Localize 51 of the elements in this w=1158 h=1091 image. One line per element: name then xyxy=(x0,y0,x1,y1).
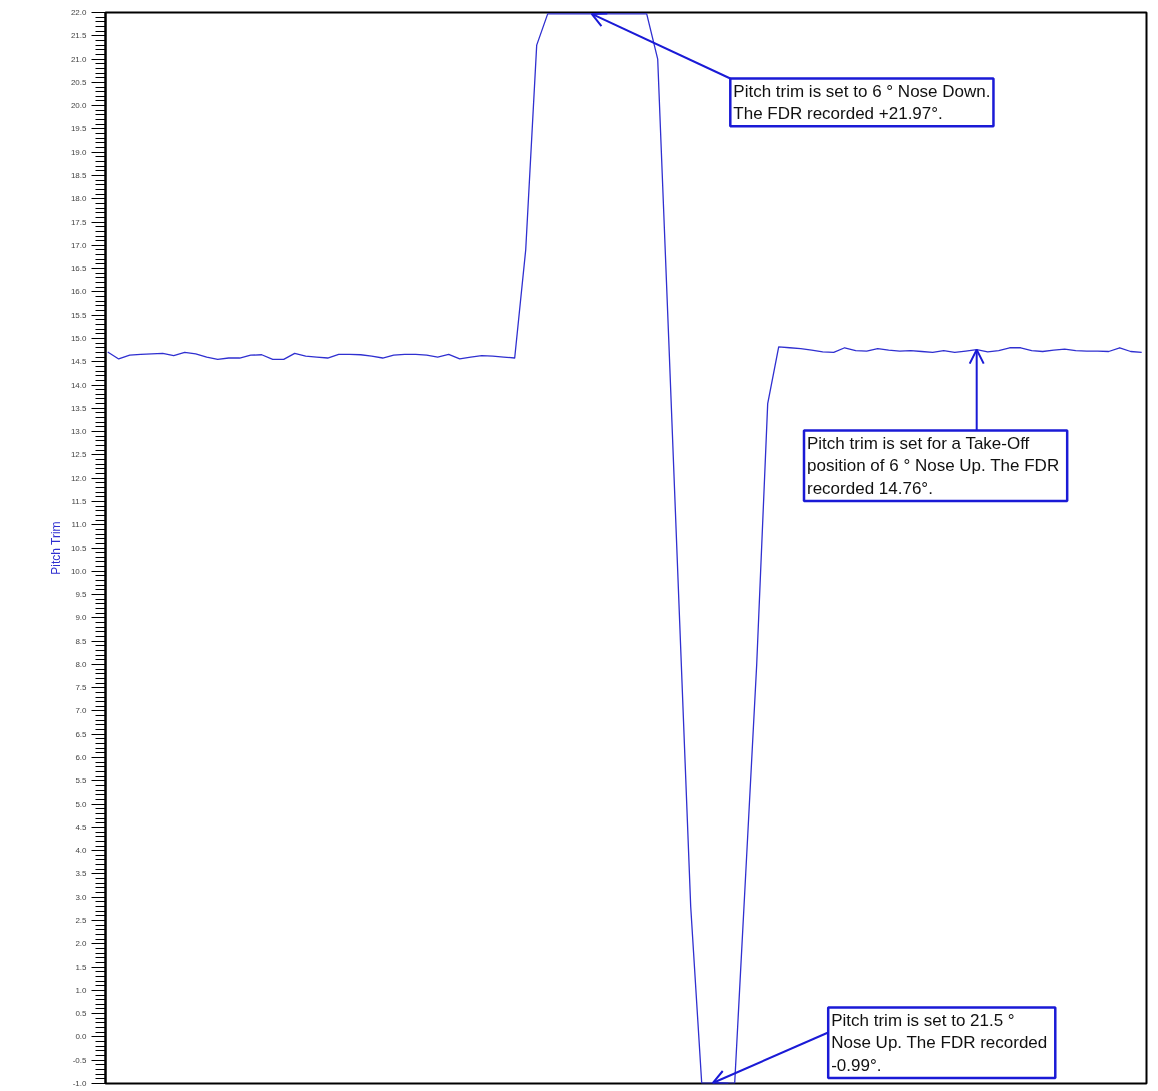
y-tick-label: -0.5 xyxy=(72,1055,88,1065)
y-tick-label: -1.0 xyxy=(72,1079,88,1088)
y-tick-label: 12.5 xyxy=(70,450,88,460)
y-tick-label: 11.5 xyxy=(71,496,88,506)
y-tick-label: 0.5 xyxy=(75,1009,88,1019)
annotation: Pitch trim is set for a Take-Off position of 6 ° Nose Up. The FDR recorded 14.76°. xyxy=(807,433,1060,499)
y-tick-label: 19.0 xyxy=(70,147,88,157)
y-tick-label: 9.0 xyxy=(75,613,88,623)
annotation: Pitch trim is set to 21.5 ° Nose Up. The FDR recorded -0.99°. xyxy=(831,1010,1048,1076)
y-tick-label: 15.5 xyxy=(70,310,88,320)
annotation: Pitch trim is set to 6 ° Nose Down. The FDR recorded +21.97°. xyxy=(733,81,991,124)
y-tick-label: 4.0 xyxy=(75,846,88,856)
y-tick-label: 2.0 xyxy=(75,939,88,949)
y-tick-label: 21.0 xyxy=(70,54,88,64)
y-tick-label: 19.5 xyxy=(70,124,88,134)
y-tick-label: 1.5 xyxy=(75,962,88,972)
y-tick-label: 10.5 xyxy=(70,543,88,553)
y-tick-label: 9.5 xyxy=(75,590,88,600)
y-tick-label: 5.0 xyxy=(75,799,88,809)
y-tick-label: 20.0 xyxy=(70,101,88,111)
y-tick-label: 22.0 xyxy=(70,8,88,17)
y-tick-label: 20.5 xyxy=(70,77,88,87)
y-axis-title: Pitch Trim xyxy=(48,521,63,575)
y-tick-label: 16.0 xyxy=(70,287,88,297)
y-tick-label: 5.5 xyxy=(75,776,88,786)
y-tick-label: 3.5 xyxy=(75,869,88,879)
y-tick-label: 8.5 xyxy=(75,636,88,646)
y-tick-label: 0.0 xyxy=(75,1032,88,1042)
y-tick-label: 15.0 xyxy=(70,333,88,343)
y-tick-label: 6.5 xyxy=(75,729,88,739)
y-tick-label: 16.5 xyxy=(70,264,88,274)
y-tick-label: 17.5 xyxy=(70,217,88,227)
y-tick-label: 4.5 xyxy=(75,822,88,832)
y-tick-label: 21.5 xyxy=(70,31,88,41)
y-tick-label: 7.5 xyxy=(75,683,88,693)
y-tick-label: 18.0 xyxy=(70,194,88,204)
y-tick-label: 13.0 xyxy=(70,427,88,437)
y-tick-label: 12.0 xyxy=(70,473,88,483)
y-tick-label: 11.0 xyxy=(71,520,88,530)
y-tick-label: 3.0 xyxy=(75,892,88,902)
y-tick-label: 14.0 xyxy=(70,380,88,390)
y-tick-label: 8.0 xyxy=(75,659,88,669)
y-tick-label: 13.5 xyxy=(70,403,88,413)
y-tick-label: 2.5 xyxy=(75,916,88,926)
y-tick-label: 7.0 xyxy=(75,706,88,716)
y-tick-label: 10.0 xyxy=(70,566,88,576)
y-tick-label: 14.5 xyxy=(70,357,88,367)
y-tick-label: 1.0 xyxy=(75,985,88,995)
y-tick-label: 6.0 xyxy=(75,753,88,763)
y-tick-label: 18.5 xyxy=(70,170,88,180)
y-tick-label: 17.0 xyxy=(70,240,88,250)
